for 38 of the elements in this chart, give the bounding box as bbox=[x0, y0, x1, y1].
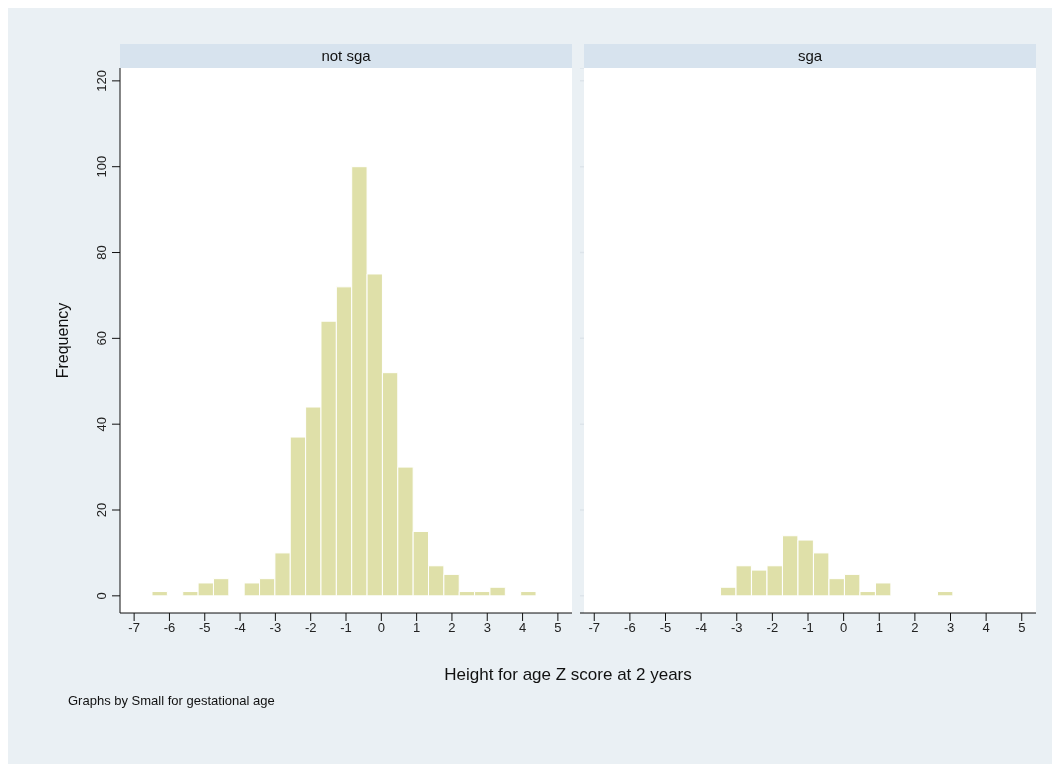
x-tick-label: 3 bbox=[483, 620, 491, 636]
x-tick-label: -5 bbox=[659, 620, 672, 636]
x-tick-label: 0 bbox=[840, 620, 848, 636]
x-tick-label: -3 bbox=[269, 620, 282, 636]
x-tick-label: 4 bbox=[518, 620, 527, 636]
chart-title: not sga bbox=[120, 44, 572, 68]
y-tick-label: 60 bbox=[94, 331, 109, 346]
x-tick-label: 5 bbox=[554, 620, 562, 636]
chart-title: sga bbox=[584, 44, 1036, 68]
x-tick-label: -1 bbox=[340, 620, 352, 636]
x-tick-label: 2 bbox=[448, 620, 456, 636]
y-tick-label: 20 bbox=[94, 502, 109, 518]
x-tick-label: 4 bbox=[982, 620, 990, 636]
y-tick-label: 40 bbox=[94, 416, 109, 432]
x-tick-label: -4 bbox=[695, 620, 707, 636]
y-tick-label: 0 bbox=[94, 592, 109, 600]
x-tick-label: -1 bbox=[802, 620, 814, 636]
x-tick-label: -7 bbox=[128, 620, 140, 636]
x-tick-label: -3 bbox=[730, 620, 743, 636]
x-tick-label: 2 bbox=[911, 620, 919, 636]
x-tick-label: 0 bbox=[377, 620, 385, 636]
x-tick-label: 5 bbox=[1018, 620, 1026, 636]
x-tick-label: -6 bbox=[624, 620, 636, 636]
x-tick-label: -4 bbox=[234, 620, 246, 636]
x-tick-label: -7 bbox=[588, 620, 601, 636]
x-tick-label: -2 bbox=[304, 620, 317, 636]
y-tick-label: 100 bbox=[94, 155, 109, 178]
text: Graphs by Small for gestational age bbox=[68, 693, 276, 708]
y-axis-title: Frequency bbox=[53, 302, 71, 379]
x-axis-title: Height for age Z score at 2 years bbox=[443, 665, 693, 685]
x-tick-label: -5 bbox=[198, 620, 211, 636]
x-tick-label: -6 bbox=[163, 620, 176, 636]
y-tick-label: 80 bbox=[94, 245, 109, 260]
x-tick-label: 3 bbox=[946, 620, 955, 636]
x-tick-label: 1 bbox=[875, 620, 883, 636]
y-tick-label: 120 bbox=[94, 70, 109, 92]
x-tick-label: 1 bbox=[413, 620, 421, 636]
x-tick-label: -2 bbox=[766, 620, 779, 636]
